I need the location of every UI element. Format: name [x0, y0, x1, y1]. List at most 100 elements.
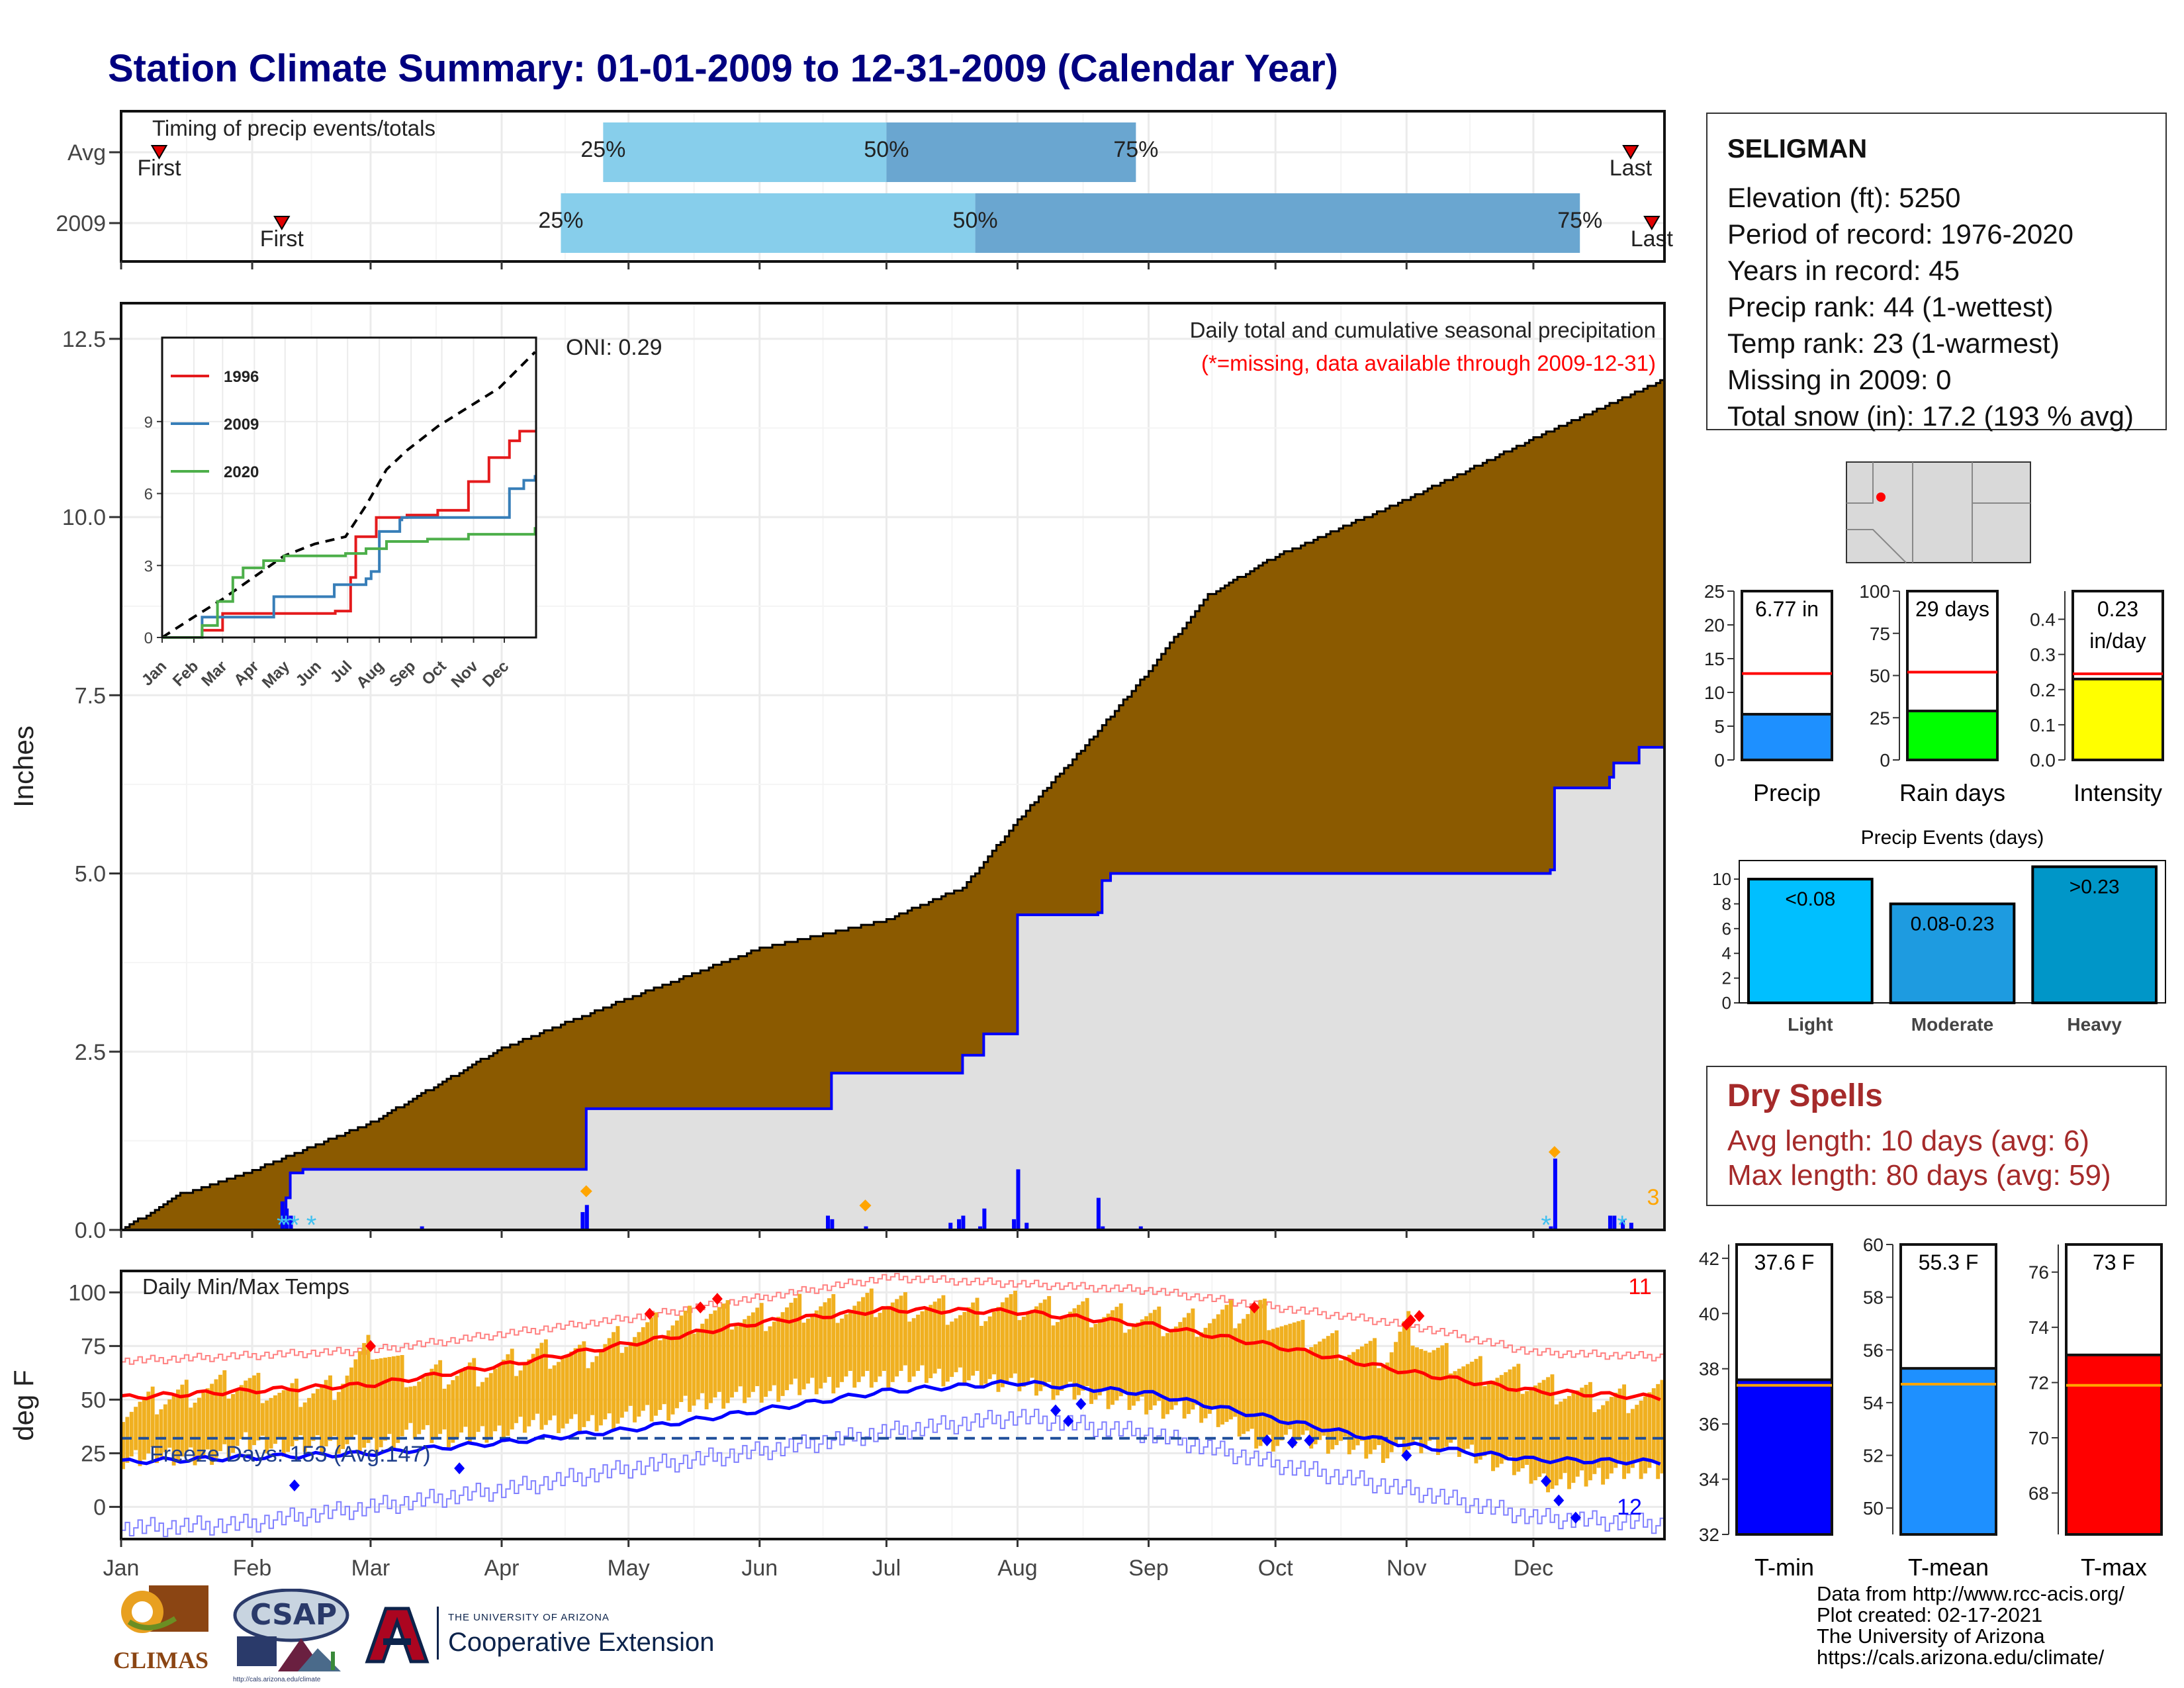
temp-daily-bar	[683, 1310, 688, 1396]
precip-extreme-count: 3	[1647, 1185, 1660, 1210]
credits: Data from http://www.rcc-acis.org/ Plot …	[1817, 1583, 2124, 1668]
temp-daily-bar	[1292, 1322, 1297, 1446]
timing-first-marker	[273, 216, 291, 230]
temp-daily-bar	[451, 1380, 455, 1443]
timing-last-label: Last	[1631, 226, 1674, 252]
temp-daily-bar	[1263, 1298, 1267, 1440]
temp-y-axis-label: deg F	[8, 1370, 39, 1440]
temp-daily-bar	[539, 1342, 544, 1430]
temp-daily-bar	[1614, 1392, 1618, 1468]
precip-daily-bar	[982, 1208, 987, 1230]
temp-hot-count: 11	[1628, 1274, 1651, 1299]
tmin-y-tick-label: 34	[1699, 1470, 1719, 1490]
temp-daily-bar	[1309, 1347, 1314, 1449]
ua-a-mark	[365, 1607, 430, 1664]
temp-daily-bar	[759, 1303, 764, 1403]
temp-daily-bar	[315, 1389, 320, 1436]
temp-daily-bar	[1076, 1305, 1081, 1395]
temp-daily-bar	[1584, 1385, 1588, 1487]
precip-snow-marker: *	[277, 1211, 287, 1240]
temp-daily-bar	[1499, 1375, 1504, 1464]
temp-daily-bar	[1072, 1308, 1077, 1400]
temp-daily-bar	[1630, 1409, 1635, 1468]
precip-daily-bar	[1608, 1215, 1612, 1230]
tmin-y-tick-label: 42	[1699, 1248, 1719, 1269]
precip-daily-bar	[420, 1226, 424, 1230]
temp-normal-min-line	[120, 1379, 1661, 1466]
temp-daily-bar	[789, 1302, 794, 1385]
tmean-y-tick-label: 50	[1863, 1498, 1884, 1519]
temp-daily-bar	[1482, 1385, 1487, 1456]
temp-daily-bar	[1042, 1299, 1047, 1387]
temp-daily-bar	[324, 1380, 328, 1447]
temp-daily-bar	[801, 1323, 806, 1389]
temp-daily-bar	[1173, 1326, 1178, 1405]
temp-daily-bar	[1115, 1307, 1119, 1401]
temp-daily-bar	[619, 1352, 624, 1418]
temp-freeze-text: Freeze Days: 153 (Avg:147)	[150, 1442, 431, 1467]
temp-cold-marker	[1050, 1404, 1061, 1417]
temp-daily-bar	[1237, 1323, 1242, 1437]
inset-y-tick-label: 0	[144, 630, 153, 647]
precip-daily-bar	[1629, 1223, 1633, 1230]
temp-daily-bar	[747, 1315, 751, 1398]
inset-border	[161, 336, 537, 639]
csap-label: CSAP	[250, 1598, 338, 1632]
temp-daily-bar	[835, 1323, 840, 1388]
temp-daily-bar	[1563, 1399, 1567, 1474]
temp-daily-bar	[878, 1313, 882, 1377]
temp-daily-bar	[899, 1295, 903, 1371]
events-category-label: Heavy	[2067, 1014, 2122, 1035]
temp-daily-bar	[954, 1318, 958, 1372]
temp-daily-bar	[1402, 1321, 1406, 1456]
temp-daily-bar	[637, 1332, 641, 1417]
temp-daily-bar	[184, 1380, 189, 1452]
temp-daily-bar	[1195, 1336, 1199, 1405]
temp-daily-bar	[586, 1368, 590, 1421]
temp-daily-bar	[150, 1386, 155, 1448]
temp-daily-bar	[345, 1376, 349, 1444]
events-bar-label: 0.08-0.23	[1911, 913, 1995, 935]
temp-daily-bar	[1034, 1306, 1038, 1396]
temp-daily-bar	[488, 1373, 493, 1437]
tmax-y-tick-label: 76	[2028, 1262, 2049, 1283]
temp-daily-bar	[1656, 1383, 1661, 1479]
precip-total-y-tick-label: 5	[1714, 716, 1725, 737]
temp-daily-bar	[1520, 1393, 1525, 1469]
temp-daily-bar	[1097, 1320, 1102, 1395]
temp-daily-bar	[911, 1318, 916, 1377]
temp-daily-bar	[1005, 1297, 1009, 1383]
climas-label: CLIMAS	[113, 1647, 209, 1673]
precip-snow-marker: *	[1617, 1211, 1627, 1240]
tmin-y-tick-label: 36	[1699, 1414, 1719, 1434]
temp-daily-bar	[633, 1336, 637, 1423]
temp-daily-bar	[696, 1329, 700, 1400]
temp-daily-bar	[1651, 1388, 1656, 1463]
events-y-tick-label: 6	[1722, 919, 1731, 939]
temp-daily-bar	[666, 1330, 671, 1421]
timing-label-q25: 25%	[538, 208, 583, 233]
precip-daily-bar	[948, 1223, 953, 1230]
temp-daily-bar	[1516, 1364, 1521, 1472]
temp-daily-bar	[493, 1368, 498, 1432]
temp-daily-bar	[1191, 1308, 1195, 1410]
temp-daily-bar	[336, 1391, 341, 1454]
temp-daily-bar	[535, 1348, 540, 1414]
station-name: SELIGMAN	[1727, 134, 1868, 164]
temp-daily-bar	[472, 1358, 477, 1438]
temp-daily-bar	[522, 1364, 527, 1433]
temp-hot-marker	[711, 1293, 723, 1305]
temp-y-tick-label: 50	[81, 1387, 106, 1413]
temp-daily-bar	[869, 1288, 874, 1388]
temp-daily-bar	[298, 1407, 303, 1436]
temp-daily-bar	[1283, 1325, 1288, 1435]
temp-daily-bar	[1060, 1318, 1064, 1391]
credit-university: The University of Arizona	[1817, 1624, 2045, 1648]
temp-daily-bar	[1326, 1336, 1330, 1454]
temp-daily-bar	[1102, 1317, 1107, 1391]
tmean-y-tick-label: 56	[1863, 1340, 1884, 1360]
station-temp-rank: Temp rank: 23 (1-warmest)	[1727, 328, 2060, 359]
locator-map	[1846, 461, 2031, 563]
temp-daily-bar	[1554, 1404, 1559, 1485]
temp-daily-bar	[823, 1302, 827, 1383]
